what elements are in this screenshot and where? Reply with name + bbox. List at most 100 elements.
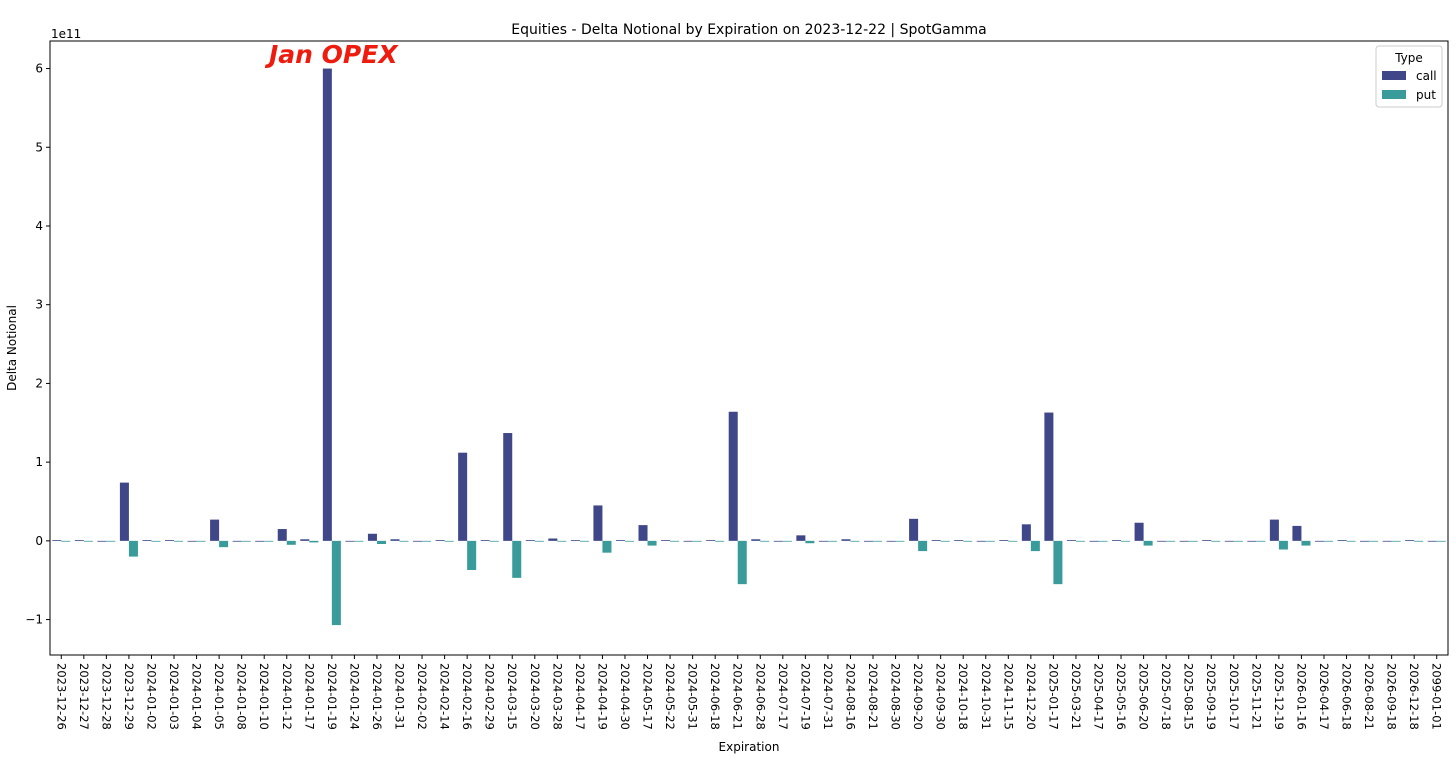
bar-call-2024-09-30 [931, 540, 941, 541]
bar-call-2024-03-15 [503, 433, 513, 541]
y-tick-label: 4 [35, 219, 43, 233]
bar-call-2025-11-21 [1247, 540, 1257, 542]
x-tick-label: 2024-02-29 [483, 663, 497, 730]
x-tick-label: 2024-01-19 [325, 663, 339, 730]
x-tick-label: 2025-09-19 [1204, 663, 1218, 730]
bar-put-2024-03-28 [557, 540, 567, 542]
x-tick-label: 2024-06-21 [731, 663, 745, 730]
x-tick-label: 2024-01-02 [144, 663, 158, 730]
x-tick-label: 2024-12-20 [1024, 663, 1038, 730]
bar-put-2023-12-27 [83, 540, 93, 542]
bar-put-2025-09-19 [1211, 540, 1221, 542]
x-tick-label: 2024-01-03 [167, 663, 181, 730]
x-tick-label: 2025-01-17 [1046, 663, 1060, 730]
x-tick-label: 2025-08-15 [1182, 663, 1196, 730]
bar-call-2025-12-19 [1269, 519, 1279, 541]
bar-call-2024-01-19 [322, 68, 332, 541]
bar-put-2024-05-31 [692, 540, 702, 542]
x-tick-label: 2024-04-30 [618, 663, 632, 730]
legend-swatch-put [1382, 90, 1406, 99]
bar-call-2024-02-16 [458, 452, 468, 541]
bar-put-2026-01-16 [1301, 540, 1311, 546]
bar-put-2024-11-15 [1008, 540, 1018, 542]
bar-call-2024-01-12 [277, 529, 287, 541]
x-tick-label: 2024-09-20 [911, 663, 925, 730]
bar-call-2023-12-29 [119, 482, 129, 541]
bar-call-2024-05-31 [683, 540, 693, 542]
bar-put-2024-07-17 [782, 540, 792, 542]
x-tick-label: 2024-02-14 [438, 663, 452, 730]
y-ticks-group: −1 0 1 2 3 4 5 6 [25, 62, 50, 627]
bar-put-2024-01-08 [241, 540, 251, 542]
legend: Type call put [1375, 45, 1443, 108]
bar-call-2025-07-18 [1157, 540, 1167, 542]
x-axis-label: Expiration [719, 740, 780, 754]
bar-call-2025-09-19 [1202, 540, 1212, 541]
bar-put-2024-09-30 [940, 540, 950, 542]
bar-call-2024-02-14 [435, 540, 445, 541]
x-tick-label: 2025-12-19 [1272, 663, 1286, 730]
bar-call-2024-01-04 [187, 540, 197, 542]
bar-call-2024-01-17 [300, 539, 310, 541]
x-tick-label: 2024-03-15 [505, 663, 519, 730]
bar-call-2026-01-16 [1292, 525, 1302, 541]
x-tick-label: 2026-08-21 [1362, 663, 1376, 730]
bar-put-2024-01-10 [264, 540, 274, 542]
bar-call-2024-01-05 [210, 519, 220, 541]
bar-call-2024-06-21 [728, 411, 738, 541]
x-tick-label: 2024-07-17 [776, 663, 790, 730]
bar-put-2024-02-02 [422, 540, 432, 542]
bar-call-2025-10-17 [1224, 540, 1234, 542]
bars-group [52, 68, 1446, 626]
x-tick-label: 2025-11-21 [1249, 663, 1263, 730]
bar-call-2026-06-18 [1337, 540, 1347, 541]
chart-title: Equities - Delta Notional by Expiration … [511, 22, 986, 38]
bar-put-2025-01-17 [1053, 540, 1063, 585]
bar-call-2024-04-17 [570, 540, 580, 541]
bar-call-2025-01-17 [1044, 412, 1054, 541]
plot-area-frame [49, 40, 1449, 656]
bar-put-2025-08-15 [1188, 540, 1198, 542]
bar-put-2024-01-26 [376, 540, 386, 545]
bar-call-2024-03-20 [525, 540, 535, 541]
y-tick-label: 5 [35, 140, 43, 154]
bar-call-2099-01-01 [1427, 540, 1437, 542]
x-tick-label: 2024-06-28 [753, 663, 767, 730]
bar-call-2024-03-28 [548, 538, 558, 541]
x-tick-label: 2024-01-08 [235, 663, 249, 730]
bar-call-2024-01-03 [165, 540, 175, 541]
bar-put-2024-08-30 [895, 540, 905, 542]
bar-call-2026-04-17 [1314, 540, 1324, 542]
x-tick-label: 2026-04-17 [1317, 663, 1331, 730]
bar-put-2024-02-16 [467, 540, 477, 570]
x-tick-label: 2024-09-30 [934, 663, 948, 730]
bar-put-2026-12-18 [1414, 540, 1424, 542]
bar-call-2024-02-02 [413, 540, 423, 542]
bar-put-2025-11-21 [1256, 540, 1266, 542]
bar-put-2024-07-19 [805, 540, 815, 544]
bar-call-2024-01-08 [232, 540, 242, 542]
x-tick-label: 2024-10-31 [979, 663, 993, 730]
x-tick-label: 2024-08-16 [843, 663, 857, 730]
x-tick-label: 2024-05-22 [663, 663, 677, 730]
bar-call-2026-09-18 [1382, 540, 1392, 542]
bar-put-2024-01-04 [196, 540, 206, 542]
x-tick-label: 2024-02-02 [415, 663, 429, 730]
bar-call-2024-06-28 [751, 539, 761, 541]
bar-call-2024-01-02 [142, 540, 152, 541]
bar-put-2026-06-18 [1346, 540, 1356, 542]
x-tick-label: 2024-06-18 [708, 663, 722, 730]
x-ticks-group: 2023-12-26 2023-12-27 2023-12-28 2023-12-29… [54, 655, 1444, 730]
bar-put-2024-08-21 [873, 540, 883, 542]
bar-call-2024-01-26 [367, 533, 377, 541]
bar-put-2024-01-31 [399, 540, 409, 542]
y-tick-label: −1 [25, 613, 43, 627]
x-tick-label: 2023-12-27 [77, 663, 91, 730]
bar-call-2025-03-21 [1066, 540, 1076, 541]
x-tick-label: 2026-12-18 [1407, 663, 1421, 730]
bar-call-2024-02-29 [480, 540, 490, 541]
bar-put-2024-12-20 [1030, 540, 1040, 552]
bar-put-2025-05-16 [1121, 540, 1131, 542]
bar-put-2024-02-14 [444, 540, 454, 542]
bar-call-2024-07-19 [796, 535, 806, 541]
